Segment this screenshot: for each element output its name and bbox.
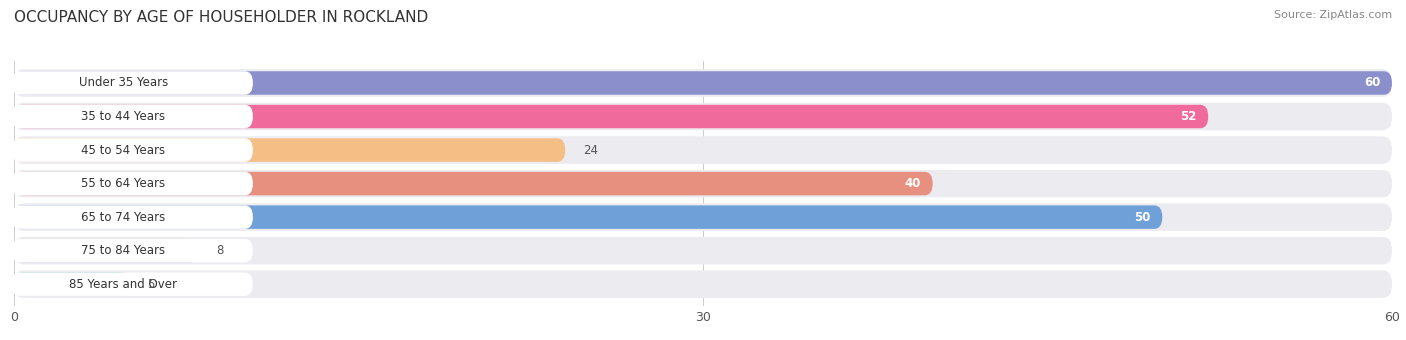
FancyBboxPatch shape: [14, 205, 1163, 229]
Text: 45 to 54 Years: 45 to 54 Years: [82, 143, 165, 156]
Text: Under 35 Years: Under 35 Years: [79, 76, 167, 89]
Text: 60: 60: [1364, 76, 1381, 89]
FancyBboxPatch shape: [14, 71, 1392, 95]
Text: 52: 52: [1181, 110, 1197, 123]
FancyBboxPatch shape: [14, 172, 932, 195]
FancyBboxPatch shape: [11, 105, 253, 128]
FancyBboxPatch shape: [14, 239, 198, 262]
FancyBboxPatch shape: [14, 105, 1208, 128]
FancyBboxPatch shape: [14, 138, 565, 162]
Text: 24: 24: [583, 143, 599, 156]
FancyBboxPatch shape: [14, 237, 1392, 265]
Text: 65 to 74 Years: 65 to 74 Years: [82, 211, 166, 224]
FancyBboxPatch shape: [11, 272, 253, 296]
FancyBboxPatch shape: [11, 239, 253, 262]
Text: 55 to 64 Years: 55 to 64 Years: [82, 177, 165, 190]
Text: OCCUPANCY BY AGE OF HOUSEHOLDER IN ROCKLAND: OCCUPANCY BY AGE OF HOUSEHOLDER IN ROCKL…: [14, 10, 429, 25]
FancyBboxPatch shape: [14, 103, 1392, 130]
Text: 85 Years and Over: 85 Years and Over: [69, 278, 177, 291]
Text: 50: 50: [1135, 211, 1152, 224]
FancyBboxPatch shape: [14, 136, 1392, 164]
FancyBboxPatch shape: [11, 71, 253, 95]
FancyBboxPatch shape: [14, 272, 129, 296]
FancyBboxPatch shape: [14, 170, 1392, 197]
FancyBboxPatch shape: [11, 138, 253, 162]
FancyBboxPatch shape: [14, 203, 1392, 231]
Text: Source: ZipAtlas.com: Source: ZipAtlas.com: [1274, 10, 1392, 20]
FancyBboxPatch shape: [14, 69, 1392, 97]
Text: 8: 8: [217, 244, 224, 257]
FancyBboxPatch shape: [11, 205, 253, 229]
Text: 40: 40: [905, 177, 921, 190]
Text: 75 to 84 Years: 75 to 84 Years: [82, 244, 165, 257]
FancyBboxPatch shape: [14, 270, 1392, 298]
Text: 5: 5: [148, 278, 155, 291]
Text: 35 to 44 Years: 35 to 44 Years: [82, 110, 165, 123]
FancyBboxPatch shape: [11, 172, 253, 195]
